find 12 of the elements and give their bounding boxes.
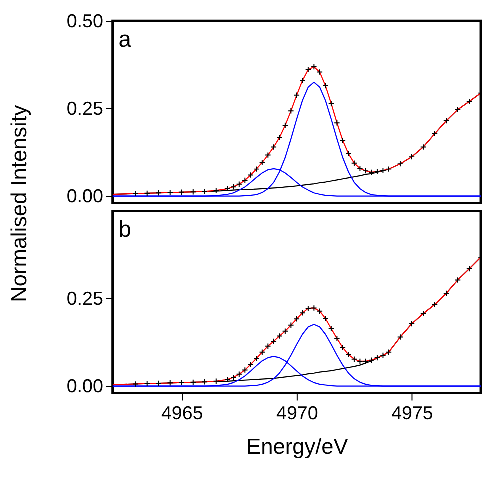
y-axis-title: Normalised Intensity xyxy=(6,105,32,302)
x-axis-title: Energy/eV xyxy=(246,434,349,460)
x-tick-label: 4975 xyxy=(392,402,434,424)
annotation: b xyxy=(118,216,132,242)
x-tick-label: 4965 xyxy=(161,402,204,424)
y-tick-label: 0.25 xyxy=(66,98,104,120)
y-tick-label: 0.50 xyxy=(66,10,104,32)
y-tick-label: 0.25 xyxy=(66,288,104,310)
y-tick-label: 0.00 xyxy=(66,186,104,207)
y-tick-label: 0.00 xyxy=(66,376,104,397)
x-tick-label: 4970 xyxy=(276,402,318,424)
annotation: a xyxy=(118,26,132,52)
